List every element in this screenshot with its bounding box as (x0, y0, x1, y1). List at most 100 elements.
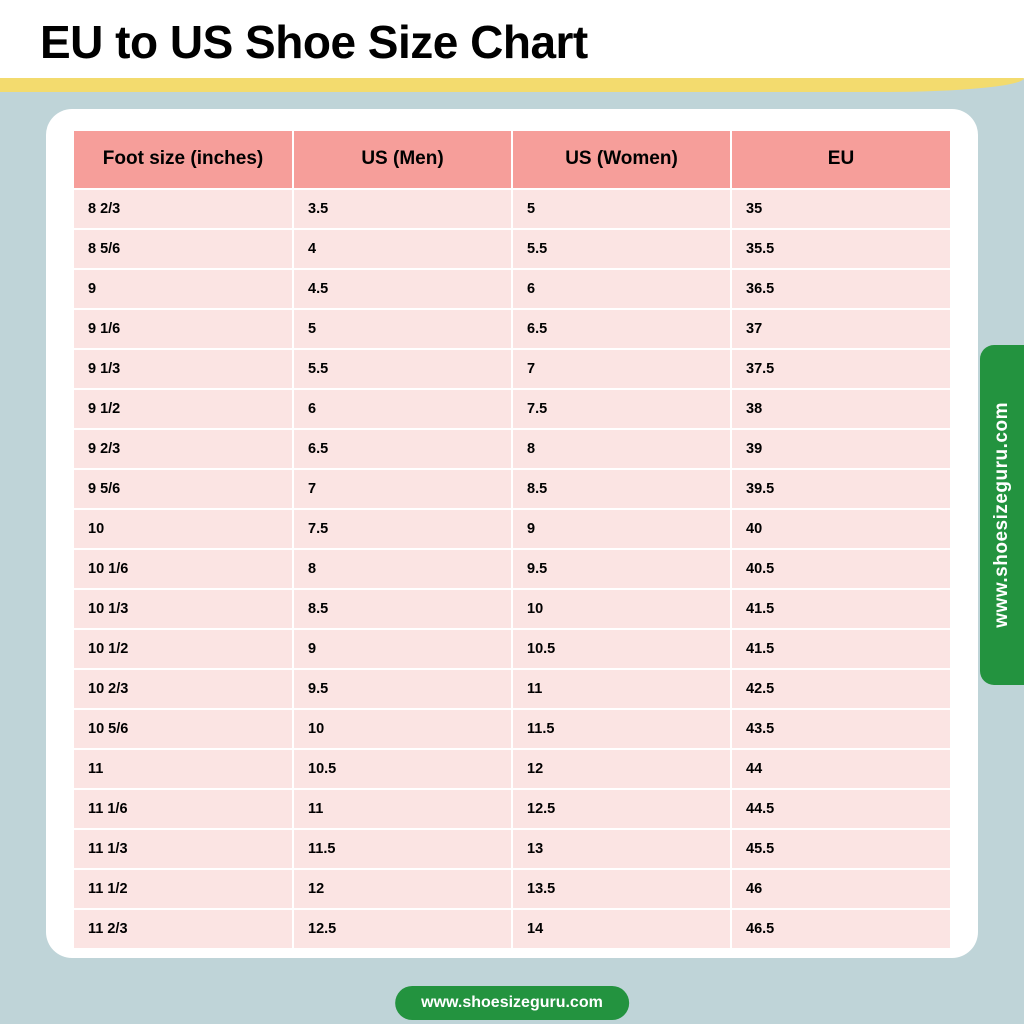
table-row: 11 1/21213.546 (74, 869, 950, 909)
table-cell: 11 (293, 789, 512, 829)
table-row: 10 2/39.51142.5 (74, 669, 950, 709)
table-row: 9 2/36.5839 (74, 429, 950, 469)
table-cell: 3.5 (293, 189, 512, 229)
table-cell: 41.5 (731, 629, 950, 669)
table-cell: 8.5 (293, 589, 512, 629)
table-cell: 7 (512, 349, 731, 389)
size-table: Foot size (inches) US (Men) US (Women) E… (74, 131, 950, 948)
table-cell: 10 2/3 (74, 669, 293, 709)
col-foot-size: Foot size (inches) (74, 131, 293, 189)
table-cell: 40 (731, 509, 950, 549)
table-head: Foot size (inches) US (Men) US (Women) E… (74, 131, 950, 189)
table-cell: 12 (512, 749, 731, 789)
table-cell: 39.5 (731, 469, 950, 509)
table-row: 8 5/645.535.5 (74, 229, 950, 269)
table-cell: 9.5 (512, 549, 731, 589)
col-us-women: US (Women) (512, 131, 731, 189)
table-cell: 5 (512, 189, 731, 229)
table-cell: 12.5 (293, 909, 512, 948)
table-row: 9 5/678.539.5 (74, 469, 950, 509)
table-cell: 13 (512, 829, 731, 869)
table-row: 11 1/311.51345.5 (74, 829, 950, 869)
table-row: 94.5636.5 (74, 269, 950, 309)
table-cell: 9 1/3 (74, 349, 293, 389)
table-cell: 8 (293, 549, 512, 589)
table-cell: 39 (731, 429, 950, 469)
table-cell: 4.5 (293, 269, 512, 309)
table-row: 11 1/61112.544.5 (74, 789, 950, 829)
table-cell: 11 (512, 669, 731, 709)
table-cell: 40.5 (731, 549, 950, 589)
table-cell: 11 (74, 749, 293, 789)
table-cell: 5 (293, 309, 512, 349)
table-body: 8 2/33.55358 5/645.535.594.5636.59 1/656… (74, 189, 950, 948)
table-cell: 9 1/2 (74, 389, 293, 429)
table-cell: 4 (293, 229, 512, 269)
table-cell: 44 (731, 749, 950, 789)
table-cell: 46.5 (731, 909, 950, 948)
table-cell: 36.5 (731, 269, 950, 309)
table-cell: 10 5/6 (74, 709, 293, 749)
table-cell: 10 (293, 709, 512, 749)
table-row: 10 1/38.51041.5 (74, 589, 950, 629)
table-cell: 5.5 (512, 229, 731, 269)
header-area: EU to US Shoe Size Chart (0, 0, 1024, 79)
table-cell: 6 (293, 389, 512, 429)
table-cell: 6 (512, 269, 731, 309)
table-cell: 41.5 (731, 589, 950, 629)
table-cell: 9 1/6 (74, 309, 293, 349)
table-cell: 10 (74, 509, 293, 549)
table-cell: 37 (731, 309, 950, 349)
table-cell: 38 (731, 389, 950, 429)
table-cell: 7.5 (293, 509, 512, 549)
footer-website-text: www.shoesizeguru.com (421, 994, 603, 1011)
table-cell: 8 5/6 (74, 229, 293, 269)
table-cell: 9 (293, 629, 512, 669)
table-row: 10 5/61011.543.5 (74, 709, 950, 749)
table-cell: 43.5 (731, 709, 950, 749)
table-cell: 7.5 (512, 389, 731, 429)
table-cell: 9 2/3 (74, 429, 293, 469)
table-row: 107.5940 (74, 509, 950, 549)
table-cell: 12.5 (512, 789, 731, 829)
table-cell: 10 1/2 (74, 629, 293, 669)
footer-website-pill: www.shoesizeguru.com (395, 986, 629, 1020)
table-cell: 11.5 (293, 829, 512, 869)
table-row: 10 1/2910.541.5 (74, 629, 950, 669)
table-cell: 9.5 (293, 669, 512, 709)
table-cell: 13.5 (512, 869, 731, 909)
table-cell: 10 (512, 589, 731, 629)
table-cell: 6.5 (512, 309, 731, 349)
page-title: EU to US Shoe Size Chart (40, 15, 984, 69)
table-cell: 35.5 (731, 229, 950, 269)
table-cell: 35 (731, 189, 950, 229)
table-cell: 45.5 (731, 829, 950, 869)
side-website-tab: www.shoesizeguru.com (980, 345, 1024, 685)
table-row: 10 1/689.540.5 (74, 549, 950, 589)
table-cell: 10 1/3 (74, 589, 293, 629)
table-cell: 8 (512, 429, 731, 469)
table-row: 1110.51244 (74, 749, 950, 789)
table-cell: 9 (74, 269, 293, 309)
table-row: 8 2/33.5535 (74, 189, 950, 229)
table-cell: 11.5 (512, 709, 731, 749)
table-cell: 10.5 (512, 629, 731, 669)
content-card: Foot size (inches) US (Men) US (Women) E… (46, 109, 978, 958)
side-website-text: www.shoesizeguru.com (991, 402, 1013, 628)
table-cell: 42.5 (731, 669, 950, 709)
table-row: 9 1/267.538 (74, 389, 950, 429)
table-cell: 7 (293, 469, 512, 509)
table-cell: 10 1/6 (74, 549, 293, 589)
table-cell: 5.5 (293, 349, 512, 389)
table-cell: 44.5 (731, 789, 950, 829)
table-row: 11 2/312.51446.5 (74, 909, 950, 948)
col-eu: EU (731, 131, 950, 189)
table-cell: 9 5/6 (74, 469, 293, 509)
decorative-swoosh (0, 78, 1024, 92)
table-row: 9 1/35.5737.5 (74, 349, 950, 389)
table-header-row: Foot size (inches) US (Men) US (Women) E… (74, 131, 950, 189)
table-cell: 46 (731, 869, 950, 909)
table-cell: 37.5 (731, 349, 950, 389)
table-cell: 12 (293, 869, 512, 909)
table-cell: 9 (512, 509, 731, 549)
